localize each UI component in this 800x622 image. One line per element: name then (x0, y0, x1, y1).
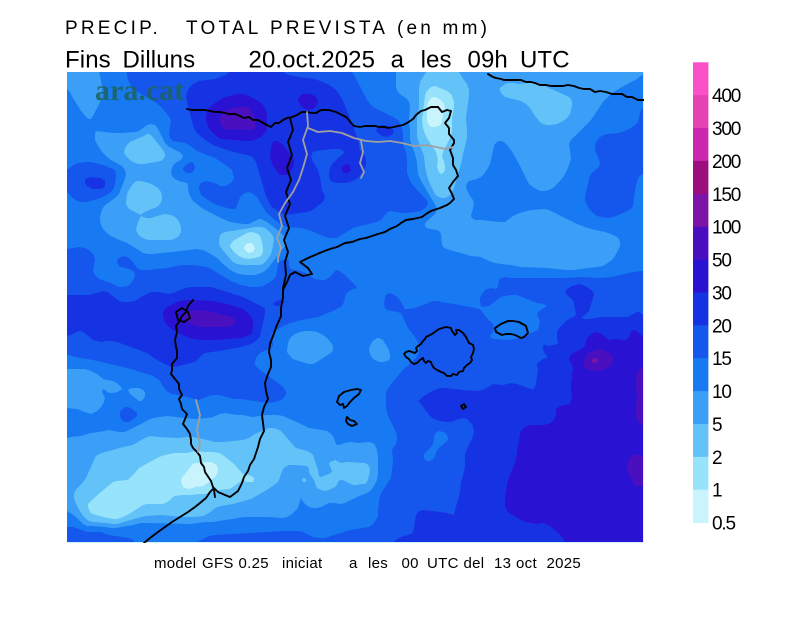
svg-text:15: 15 (712, 349, 731, 370)
svg-text:00: 00 (402, 555, 419, 572)
svg-text:ara.cat: ara.cat (95, 74, 184, 107)
svg-text:les: les (421, 47, 452, 74)
svg-text:a: a (391, 47, 405, 74)
svg-text:del: del (464, 555, 485, 572)
svg-text:50: 50 (712, 251, 731, 272)
svg-text:UTC: UTC (427, 555, 459, 572)
svg-text:13: 13 (494, 555, 511, 572)
svg-text:2025: 2025 (547, 555, 582, 572)
svg-text:Dilluns: Dilluns (123, 47, 196, 74)
svg-text:Fins: Fins (65, 47, 111, 74)
svg-text:oct: oct (516, 555, 537, 572)
svg-text:a: a (349, 555, 358, 572)
svg-text:0.5: 0.5 (712, 514, 735, 535)
svg-text:09h: 09h (468, 47, 508, 74)
svg-text:UTC: UTC (520, 47, 570, 74)
svg-text:100: 100 (712, 218, 741, 239)
svg-text:PREVISTA: PREVISTA (270, 18, 388, 39)
svg-text:5: 5 (712, 415, 722, 436)
svg-text:GFS: GFS (202, 555, 234, 572)
svg-text:300: 300 (712, 119, 741, 140)
svg-text:20: 20 (712, 316, 731, 337)
svg-text:20.oct.2025: 20.oct.2025 (249, 47, 376, 74)
svg-text:iniciat: iniciat (282, 555, 323, 572)
svg-text:PRECIP.: PRECIP. (65, 18, 161, 39)
svg-text:10: 10 (712, 382, 731, 403)
svg-text:(en mm): (en mm) (397, 18, 490, 39)
svg-text:1: 1 (712, 481, 722, 502)
svg-text:2: 2 (712, 448, 722, 469)
svg-text:model: model (154, 555, 196, 572)
svg-text:150: 150 (712, 185, 741, 206)
svg-text:200: 200 (712, 152, 741, 173)
svg-text:0.25: 0.25 (239, 555, 269, 572)
svg-text:les: les (368, 555, 388, 572)
svg-text:30: 30 (712, 284, 731, 305)
svg-text:TOTAL: TOTAL (186, 18, 261, 39)
svg-text:400: 400 (712, 86, 741, 107)
